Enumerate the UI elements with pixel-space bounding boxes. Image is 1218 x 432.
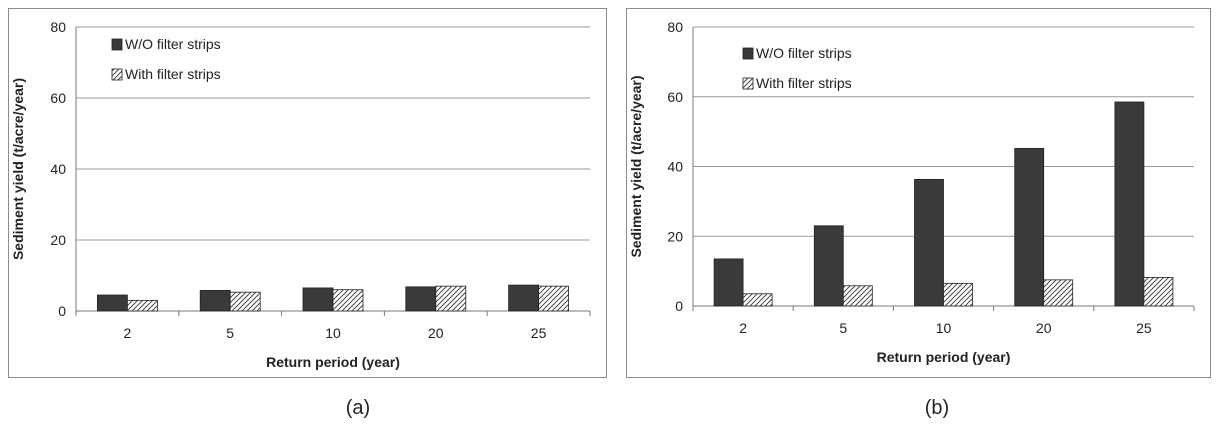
legend-swatch-0 — [742, 47, 754, 60]
x-tick-label: 10 — [936, 320, 952, 336]
bar-without-filter-20 — [1014, 147, 1045, 307]
bar-with-filter-25 — [1143, 277, 1174, 307]
x-tick-label: 2 — [124, 325, 132, 341]
bar-with-filter-25 — [538, 285, 569, 312]
y-tick-label: 20 — [50, 232, 66, 248]
x-axis-label: Return period (year) — [266, 354, 400, 370]
bar-with-filter-2 — [127, 299, 158, 312]
y-tick-label: 80 — [667, 19, 683, 35]
bar-without-filter-20 — [405, 286, 437, 312]
bar-without-filter-10 — [914, 179, 944, 307]
legend-label-0: W/O filter strips — [125, 36, 221, 52]
x-tick-label: 20 — [428, 325, 444, 341]
y-tick-label: 40 — [667, 159, 683, 175]
bar-with-filter-5 — [229, 291, 261, 312]
x-tick-label: 25 — [1136, 320, 1152, 336]
caption-b: (b) — [924, 397, 950, 419]
y-tick-label: 0 — [58, 303, 66, 319]
bar-without-filter-5 — [813, 225, 844, 307]
legend-label-1: With filter strips — [756, 75, 852, 91]
x-tick-label: 5 — [839, 320, 847, 336]
bar-with-filter-20 — [1043, 279, 1074, 307]
x-tick-label: 25 — [531, 325, 547, 341]
y-axis-label: Sediment yield (t/acre/year) — [10, 78, 26, 260]
bar-without-filter-5 — [199, 290, 231, 312]
y-tick-label: 60 — [50, 90, 66, 106]
legend-swatch-1 — [111, 68, 123, 81]
bar-with-filter-10 — [943, 282, 973, 307]
bar-without-filter-25 — [508, 284, 540, 312]
y-tick-label: 80 — [50, 19, 66, 35]
bar-without-filter-10 — [302, 287, 334, 312]
bar-with-filter-5 — [842, 285, 873, 307]
y-tick-label: 40 — [50, 161, 66, 177]
y-tick-label: 0 — [675, 298, 683, 314]
x-tick-label: 10 — [325, 325, 341, 341]
caption-a: (a) — [345, 397, 371, 419]
y-tick-label: 20 — [667, 228, 683, 244]
bar-without-filter-25 — [1114, 101, 1145, 307]
y-axis-label: Sediment yield (t/acre/year) — [628, 75, 644, 257]
bar-with-filter-2 — [742, 293, 773, 307]
bar-with-filter-20 — [435, 285, 467, 312]
legend-label-0: W/O filter strips — [756, 45, 852, 61]
x-tick-label: 20 — [1036, 320, 1052, 336]
legend-label-1: With filter strips — [125, 66, 221, 82]
x-tick-label: 2 — [739, 320, 747, 336]
x-axis-label: Return period (year) — [877, 349, 1011, 365]
y-tick-label: 60 — [667, 89, 683, 105]
bar-without-filter-2 — [713, 258, 744, 307]
chart-panel-b: 0 20 40 60 80 2 5 10 20 25 Return period (year) Sed… — [626, 8, 1211, 378]
x-tick-label: 5 — [226, 325, 234, 341]
legend-swatch-0 — [111, 38, 123, 51]
bar-without-filter-2 — [97, 294, 128, 312]
chart-panel-a: 0 20 40 60 80 2 5 10 20 25 Return period (year) Sed… — [8, 8, 607, 378]
bar-with-filter-10 — [332, 289, 364, 312]
legend-swatch-1 — [742, 77, 754, 90]
